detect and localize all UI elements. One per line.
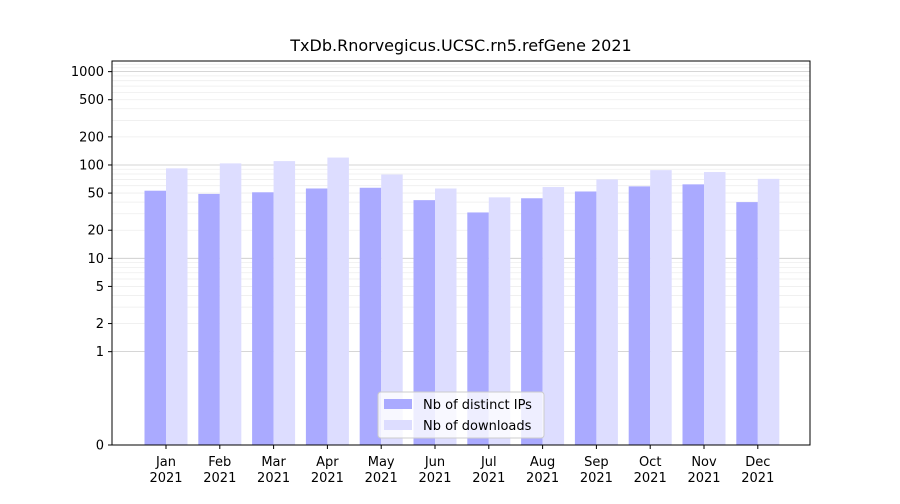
bar	[327, 157, 349, 446]
y-tick-label: 20	[87, 224, 104, 239]
y-tick-label: 5	[96, 280, 104, 295]
plot-frame	[111, 60, 811, 446]
y-tick-label: 1000	[71, 65, 104, 80]
bar	[574, 191, 597, 445]
bar	[413, 200, 435, 445]
bar	[252, 192, 274, 445]
bar	[682, 184, 704, 445]
x-tick-label: Jul 2021	[472, 455, 505, 486]
bar	[488, 197, 511, 445]
bar	[359, 187, 382, 445]
legend-swatch	[384, 420, 412, 430]
x-tick-label: Nov 2021	[687, 455, 720, 486]
bar	[144, 190, 166, 445]
y-tick-label: 50	[87, 187, 104, 202]
bar	[596, 179, 618, 445]
bar	[166, 168, 188, 445]
y-tick-label: 1	[96, 345, 104, 360]
x-tick-label: Dec 2021	[741, 455, 774, 486]
bar	[467, 212, 489, 445]
bar	[219, 163, 242, 446]
x-tick-label: Aug 2021	[526, 455, 559, 486]
x-tick-label: Oct 2021	[634, 455, 667, 486]
bar	[628, 186, 651, 445]
chart-title: TxDb.Rnorvegicus.UCSC.rn5.refGene 2021	[289, 36, 631, 55]
y-tick-label: 200	[79, 130, 104, 145]
bar	[521, 198, 543, 445]
bar	[704, 172, 726, 445]
y-tick-label: 100	[79, 158, 104, 173]
y-tick-label: 500	[79, 93, 104, 108]
bar	[757, 178, 780, 445]
x-tick-label: Apr 2021	[311, 455, 344, 486]
legend-box	[377, 391, 545, 439]
y-tick-label: 2	[96, 317, 104, 332]
bar	[381, 174, 403, 446]
x-tick-label: Sep 2021	[580, 455, 613, 486]
legend-swatch	[384, 399, 412, 409]
x-tick-label: Feb 2021	[203, 455, 236, 486]
x-tick-label: Jun 2021	[418, 455, 451, 486]
y-tick-label: 10	[87, 252, 104, 267]
axes: 0 1 2 5 10 20 50 100 200 500 1000 Jan 2021 Feb 2021 Mar…	[71, 60, 811, 486]
bar	[542, 187, 565, 445]
bars	[144, 157, 780, 446]
legend: Nb of distinct IPs Nb of downloads	[377, 391, 545, 439]
bar	[305, 188, 328, 445]
bar	[736, 202, 758, 445]
bar	[273, 161, 296, 446]
bar	[435, 188, 457, 445]
legend-label: Nb of distinct IPs	[423, 398, 532, 413]
y-tick-label: 0	[96, 439, 104, 454]
x-tick-label: May 2021	[365, 455, 398, 486]
bar	[650, 170, 672, 445]
x-tick-label: Jan 2021	[149, 455, 182, 486]
bar	[198, 193, 220, 445]
x-tick-label: Mar 2021	[257, 455, 290, 486]
legend-label: Nb of downloads	[423, 419, 532, 434]
